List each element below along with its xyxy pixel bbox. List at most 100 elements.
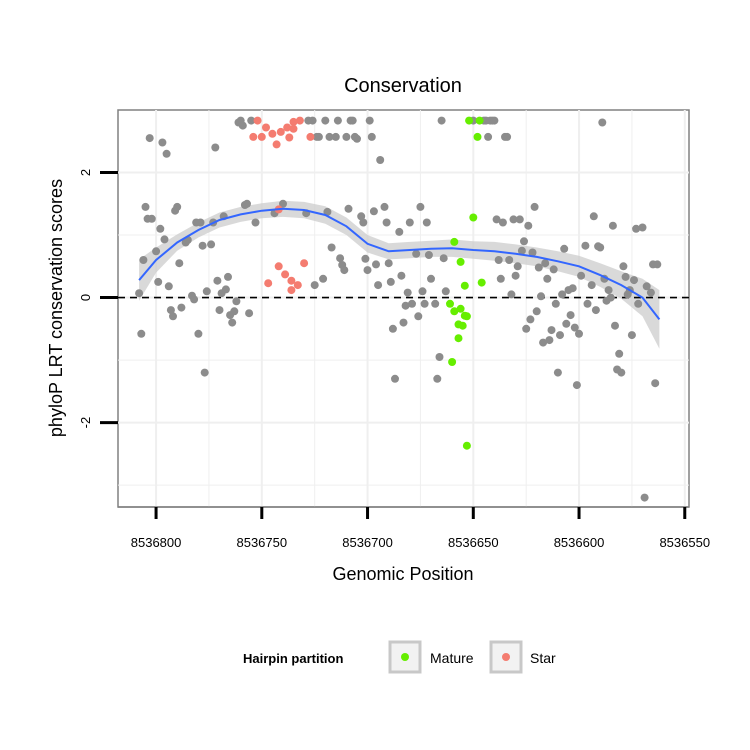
other-point bbox=[572, 381, 581, 390]
other-point bbox=[640, 493, 649, 502]
other-point bbox=[215, 306, 224, 315]
other-point bbox=[175, 259, 184, 268]
mature-point bbox=[473, 132, 482, 141]
other-point bbox=[232, 297, 241, 306]
star-point bbox=[281, 270, 290, 279]
legend-key-mature bbox=[388, 640, 422, 674]
other-point bbox=[224, 272, 232, 281]
other-point bbox=[152, 247, 161, 256]
other-point bbox=[608, 221, 617, 230]
other-point bbox=[363, 266, 372, 275]
other-point bbox=[369, 207, 378, 216]
other-point bbox=[549, 265, 558, 274]
other-point bbox=[376, 156, 385, 164]
other-point bbox=[166, 306, 175, 315]
mature-point bbox=[456, 257, 465, 266]
mature-point bbox=[448, 358, 457, 366]
legend-label-mature: Mature bbox=[430, 650, 474, 666]
chart-title: Conservation bbox=[344, 75, 462, 97]
other-point bbox=[228, 318, 237, 327]
other-point bbox=[173, 202, 182, 211]
other-point bbox=[194, 329, 203, 338]
other-point bbox=[545, 336, 554, 345]
other-point bbox=[570, 323, 579, 332]
other-point bbox=[439, 254, 448, 263]
other-point bbox=[243, 199, 251, 208]
other-point bbox=[431, 299, 440, 308]
other-point bbox=[342, 132, 351, 141]
other-point bbox=[427, 274, 435, 283]
other-point bbox=[327, 243, 336, 252]
other-point bbox=[539, 338, 548, 347]
other-point bbox=[558, 290, 567, 299]
other-point bbox=[333, 116, 342, 125]
star-point bbox=[285, 133, 294, 142]
other-point bbox=[418, 287, 427, 296]
other-point bbox=[348, 116, 357, 125]
other-point bbox=[435, 353, 444, 361]
mature-point bbox=[462, 312, 471, 321]
star-point bbox=[253, 116, 262, 125]
other-point bbox=[361, 254, 370, 263]
other-point bbox=[156, 224, 165, 233]
other-point bbox=[202, 287, 211, 296]
mature-point bbox=[454, 334, 463, 343]
other-point bbox=[200, 368, 209, 377]
star-point bbox=[287, 286, 296, 295]
mature-point bbox=[458, 321, 467, 330]
other-point bbox=[528, 248, 537, 257]
other-point bbox=[513, 262, 522, 271]
other-point bbox=[589, 212, 598, 221]
other-point bbox=[577, 271, 586, 280]
other-point bbox=[520, 237, 528, 246]
other-point bbox=[568, 284, 577, 293]
other-point bbox=[391, 374, 399, 383]
x-tick-label: 8536650 bbox=[448, 535, 499, 550]
other-point bbox=[331, 132, 340, 141]
other-point bbox=[238, 121, 247, 130]
other-point bbox=[245, 309, 254, 318]
other-point bbox=[642, 282, 651, 291]
other-point bbox=[492, 215, 501, 224]
y-tick-label: 2 bbox=[78, 169, 93, 176]
other-point bbox=[551, 299, 560, 308]
other-point bbox=[530, 202, 539, 211]
star-point bbox=[283, 123, 292, 132]
mature-point bbox=[469, 213, 478, 222]
other-point bbox=[357, 212, 366, 221]
star-points bbox=[249, 116, 315, 295]
other-point bbox=[325, 132, 334, 141]
other-point bbox=[591, 306, 600, 315]
mature-point bbox=[446, 299, 454, 308]
other-point bbox=[490, 116, 499, 125]
mature-point bbox=[450, 307, 459, 316]
other-point bbox=[247, 116, 256, 125]
other-point bbox=[560, 244, 569, 253]
other-point bbox=[160, 235, 169, 244]
other-point bbox=[437, 116, 446, 125]
mature-point bbox=[475, 116, 484, 125]
star-point bbox=[289, 124, 298, 133]
other-point bbox=[380, 202, 389, 211]
x-tick-label: 8536550 bbox=[659, 535, 710, 550]
other-point bbox=[541, 259, 550, 268]
other-point bbox=[632, 224, 641, 233]
other-point bbox=[522, 324, 531, 333]
other-point bbox=[164, 282, 173, 291]
other-point bbox=[340, 266, 349, 275]
other-point bbox=[553, 368, 562, 377]
other-point bbox=[221, 285, 230, 294]
star-point bbox=[274, 262, 283, 271]
other-point bbox=[403, 288, 412, 297]
other-point bbox=[211, 143, 220, 152]
other-point bbox=[496, 274, 505, 283]
other-point bbox=[598, 118, 607, 127]
other-point bbox=[388, 324, 397, 333]
other-point bbox=[484, 132, 493, 141]
other-point bbox=[397, 271, 406, 280]
other-point bbox=[509, 215, 518, 224]
other-point bbox=[145, 134, 154, 143]
other-point bbox=[630, 276, 638, 285]
other-point bbox=[414, 312, 423, 321]
other-point bbox=[507, 290, 516, 299]
